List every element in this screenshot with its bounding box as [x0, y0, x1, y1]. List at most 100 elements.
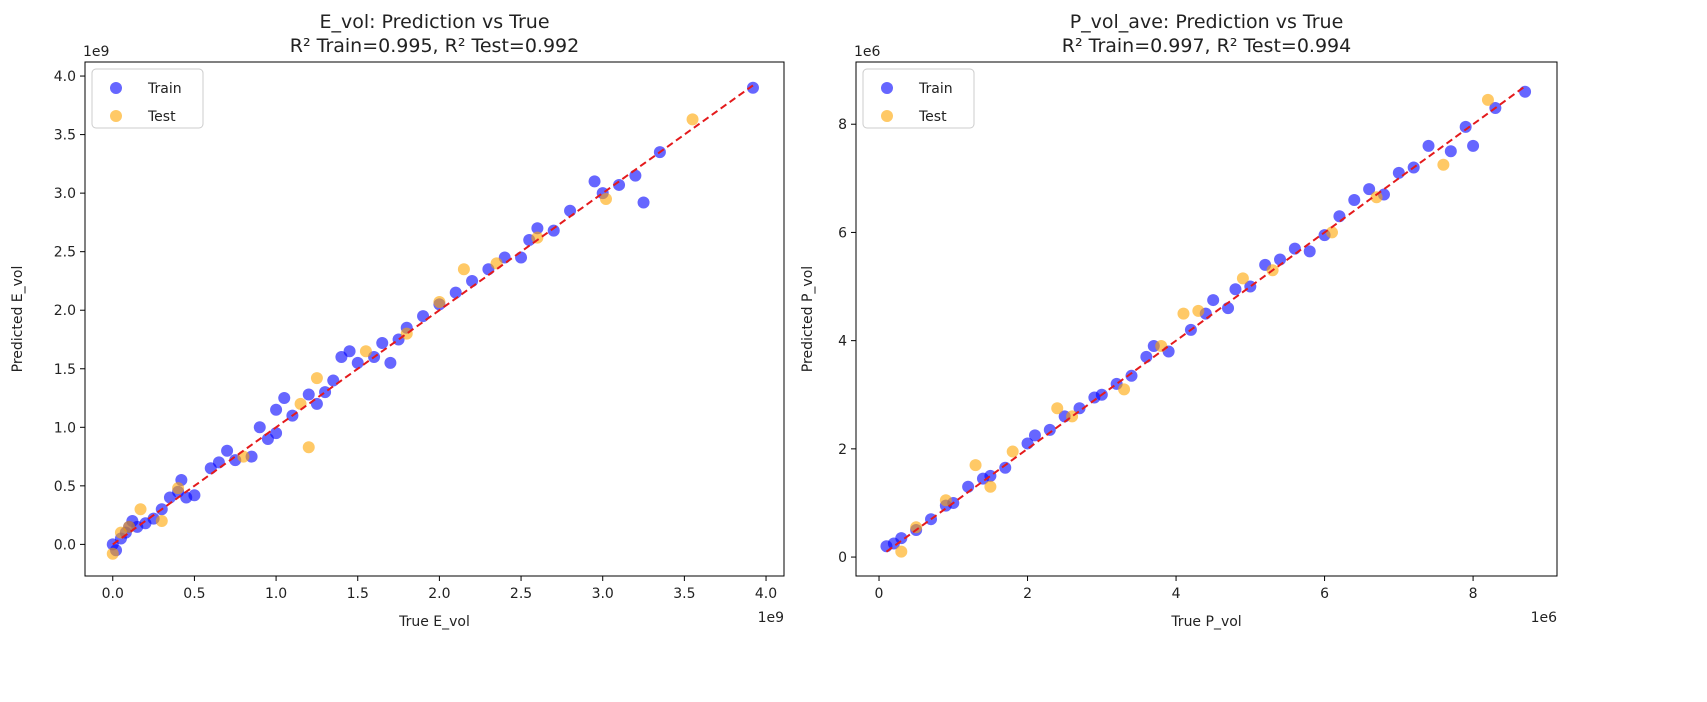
point [302, 441, 315, 454]
x-tick-label: 0.5 [183, 586, 205, 602]
x-tick-label: 6 [1320, 586, 1329, 602]
y-tick-label: 4 [838, 334, 847, 350]
x-tick-label: 3.0 [592, 586, 614, 602]
point [466, 274, 479, 287]
x-tick-label: 4.0 [755, 586, 777, 602]
point [417, 310, 430, 323]
point [588, 175, 601, 188]
point [327, 374, 340, 387]
point [746, 81, 759, 94]
y-tick-label: 3.5 [54, 128, 76, 144]
point [237, 450, 250, 463]
point [343, 345, 356, 358]
point [637, 196, 650, 209]
plot-frame [855, 61, 1558, 577]
y-tick-label: 8 [838, 117, 847, 133]
point [1073, 402, 1086, 415]
x-tick-label: 3.5 [673, 586, 695, 602]
point [547, 224, 560, 237]
y-offset: 1e9 [83, 44, 109, 60]
chart-subtitle: R² Train=0.997, R² Test=0.994 [1062, 35, 1351, 57]
point [1422, 139, 1435, 152]
point [302, 388, 315, 401]
point [270, 427, 283, 440]
point [1229, 283, 1242, 296]
y-tick-label: 2.0 [54, 303, 76, 319]
plot-area [106, 81, 759, 560]
point [1467, 139, 1480, 152]
point [310, 397, 323, 410]
point [1236, 272, 1249, 285]
y-tick-label: 2 [838, 442, 847, 458]
y-axis-label: Predicted E_vol [10, 266, 26, 373]
x-offset: 1e6 [1531, 610, 1558, 626]
point [433, 296, 446, 309]
point [564, 204, 577, 217]
point [212, 456, 225, 469]
point [515, 251, 528, 264]
x-tick-label: 1.5 [347, 586, 369, 602]
legend-label: Test [147, 109, 176, 125]
point [1177, 307, 1190, 320]
point [310, 372, 323, 385]
y-tick-label: 0.5 [54, 479, 76, 495]
point [155, 514, 168, 527]
y-tick-label: 6 [838, 225, 847, 241]
point [531, 222, 544, 235]
point [599, 192, 612, 205]
point [1118, 383, 1131, 396]
point [1348, 193, 1361, 206]
point [270, 403, 283, 416]
point [123, 520, 136, 533]
point [351, 356, 364, 369]
point [221, 444, 234, 457]
point [895, 545, 908, 558]
point [134, 503, 147, 516]
point [613, 178, 626, 191]
point [910, 521, 923, 534]
y-tick-label: 0 [838, 550, 847, 566]
legend-marker [110, 110, 122, 122]
legend-label: Train [147, 81, 182, 97]
point [359, 345, 372, 358]
x-tick-label: 2.5 [510, 586, 532, 602]
point [1043, 423, 1056, 436]
y-tick-label: 3.0 [54, 186, 76, 202]
point [686, 113, 699, 126]
x-tick-label: 2.0 [428, 586, 450, 602]
point [629, 169, 642, 182]
y-tick-label: 0.0 [54, 537, 76, 553]
point [457, 263, 470, 276]
point [1192, 304, 1205, 317]
point [490, 257, 503, 270]
legend-marker [110, 82, 122, 94]
legend-marker [881, 110, 893, 122]
chart-title: P_vol_ave: Prediction vs True [1070, 11, 1344, 33]
point [1459, 120, 1472, 133]
x-tick-label: 4 [1172, 586, 1181, 602]
point [278, 392, 291, 405]
y-offset: 1e6 [854, 44, 881, 60]
x-tick-label: 0 [875, 586, 884, 602]
point [969, 459, 982, 472]
point [531, 231, 544, 244]
point [939, 494, 952, 507]
point [1370, 191, 1383, 204]
x-axis-label: True P_vol [1170, 614, 1241, 630]
point [1392, 166, 1405, 179]
point [1303, 245, 1316, 258]
plot-area [880, 85, 1532, 558]
point [1028, 429, 1041, 442]
point [984, 480, 997, 493]
legend-marker [881, 82, 893, 94]
point [384, 356, 397, 369]
point [1207, 294, 1220, 307]
x-tick-label: 0.0 [102, 586, 124, 602]
point [449, 286, 462, 299]
chart-title: E_vol: Prediction vs True [319, 11, 549, 33]
point [1051, 402, 1064, 415]
point [376, 337, 389, 350]
point [1006, 445, 1019, 458]
x-tick-label: 2 [1023, 586, 1032, 602]
